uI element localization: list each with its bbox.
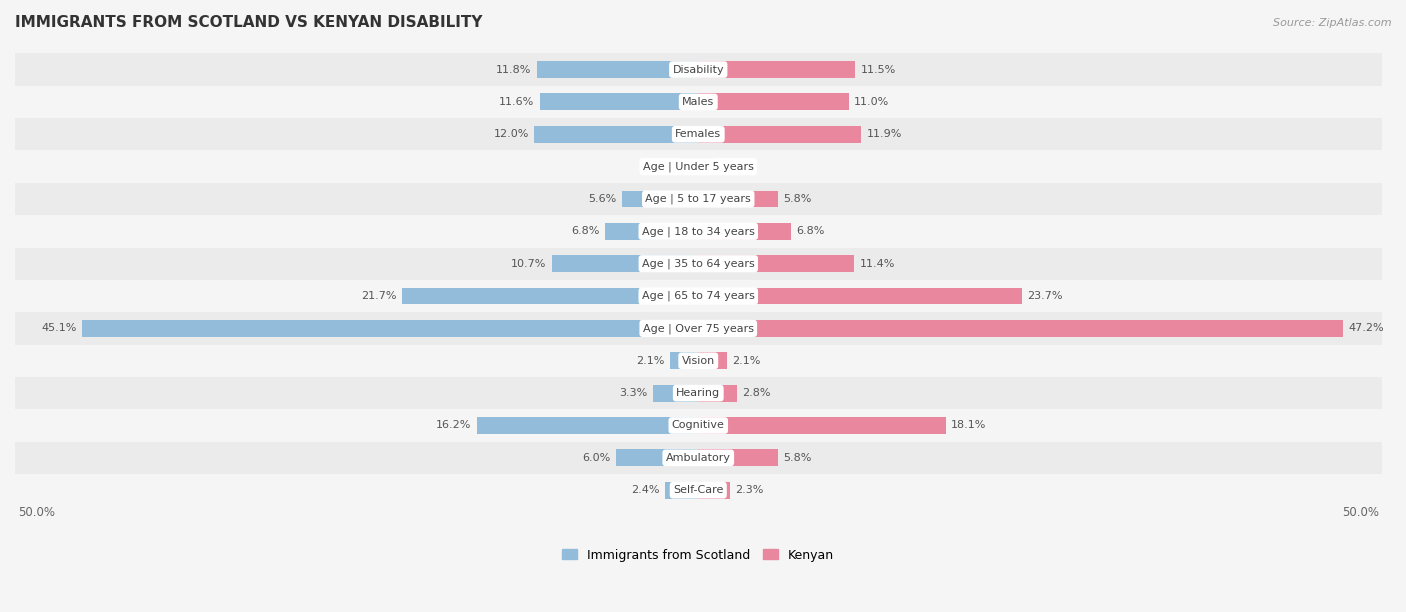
Bar [699,417,946,434]
Text: 6.0%: 6.0% [582,453,610,463]
Bar [699,288,1022,305]
Text: 16.2%: 16.2% [436,420,471,430]
Bar [699,255,853,272]
Text: 2.1%: 2.1% [733,356,761,366]
Bar [15,474,1382,506]
Text: 11.8%: 11.8% [496,64,531,75]
Text: Self-Care: Self-Care [673,485,724,495]
Bar [553,255,699,272]
Text: 21.7%: 21.7% [361,291,396,301]
Bar [606,223,699,240]
Text: 23.7%: 23.7% [1028,291,1063,301]
Text: Disability: Disability [672,64,724,75]
Text: 6.8%: 6.8% [571,226,600,236]
Text: Males: Males [682,97,714,107]
Bar [15,345,1382,377]
Bar [15,280,1382,312]
Bar [699,385,737,401]
Text: 3.3%: 3.3% [620,388,648,398]
Bar [15,409,1382,442]
Text: 5.6%: 5.6% [588,194,616,204]
Bar [537,61,699,78]
Text: 5.8%: 5.8% [783,194,811,204]
Text: Age | 18 to 34 years: Age | 18 to 34 years [641,226,755,237]
Bar [699,353,727,369]
Text: 11.9%: 11.9% [866,129,901,140]
Bar [699,94,849,110]
Bar [699,126,860,143]
Bar [699,61,855,78]
Bar [15,151,1382,183]
Text: Ambulatory: Ambulatory [666,453,731,463]
Bar [621,190,699,207]
Text: 11.5%: 11.5% [860,64,896,75]
Bar [15,118,1382,151]
Bar [699,159,714,175]
Bar [669,353,699,369]
Bar [699,482,730,499]
Text: 2.1%: 2.1% [636,356,664,366]
Text: 11.6%: 11.6% [499,97,534,107]
Text: 12.0%: 12.0% [494,129,529,140]
Text: 18.1%: 18.1% [950,420,987,430]
Bar [15,183,1382,215]
Text: 11.4%: 11.4% [859,259,894,269]
Text: Females: Females [675,129,721,140]
Text: 6.8%: 6.8% [797,226,825,236]
Bar [402,288,699,305]
Bar [15,53,1382,86]
Text: Age | 65 to 74 years: Age | 65 to 74 years [641,291,755,301]
Bar [534,126,699,143]
Text: Age | Over 75 years: Age | Over 75 years [643,323,754,334]
Text: IMMIGRANTS FROM SCOTLAND VS KENYAN DISABILITY: IMMIGRANTS FROM SCOTLAND VS KENYAN DISAB… [15,15,482,30]
Bar [679,159,699,175]
Text: 1.2%: 1.2% [720,162,748,171]
Text: 47.2%: 47.2% [1348,323,1385,334]
Text: Source: ZipAtlas.com: Source: ZipAtlas.com [1274,18,1392,28]
Bar [699,190,778,207]
Bar [15,377,1382,409]
Text: 1.4%: 1.4% [645,162,673,171]
Text: 11.0%: 11.0% [853,97,890,107]
Bar [699,223,792,240]
Text: Age | 35 to 64 years: Age | 35 to 64 years [643,258,755,269]
Text: 5.8%: 5.8% [783,453,811,463]
Bar [665,482,699,499]
Legend: Immigrants from Scotland, Kenyan: Immigrants from Scotland, Kenyan [557,543,839,567]
Text: 45.1%: 45.1% [41,323,76,334]
Text: Age | 5 to 17 years: Age | 5 to 17 years [645,194,751,204]
Text: 50.0%: 50.0% [18,506,55,520]
Text: Age | Under 5 years: Age | Under 5 years [643,162,754,172]
Bar [82,320,699,337]
Text: 2.3%: 2.3% [735,485,763,495]
Bar [15,312,1382,345]
Text: 2.4%: 2.4% [631,485,659,495]
Text: Vision: Vision [682,356,714,366]
Bar [699,320,1343,337]
Bar [15,86,1382,118]
Text: 10.7%: 10.7% [512,259,547,269]
Bar [15,215,1382,247]
Bar [540,94,699,110]
Bar [477,417,699,434]
Text: Hearing: Hearing [676,388,720,398]
Text: Cognitive: Cognitive [672,420,724,430]
Bar [15,247,1382,280]
Bar [699,449,778,466]
Bar [15,442,1382,474]
Bar [654,385,699,401]
Text: 50.0%: 50.0% [1341,506,1379,520]
Bar [616,449,699,466]
Text: 2.8%: 2.8% [742,388,770,398]
